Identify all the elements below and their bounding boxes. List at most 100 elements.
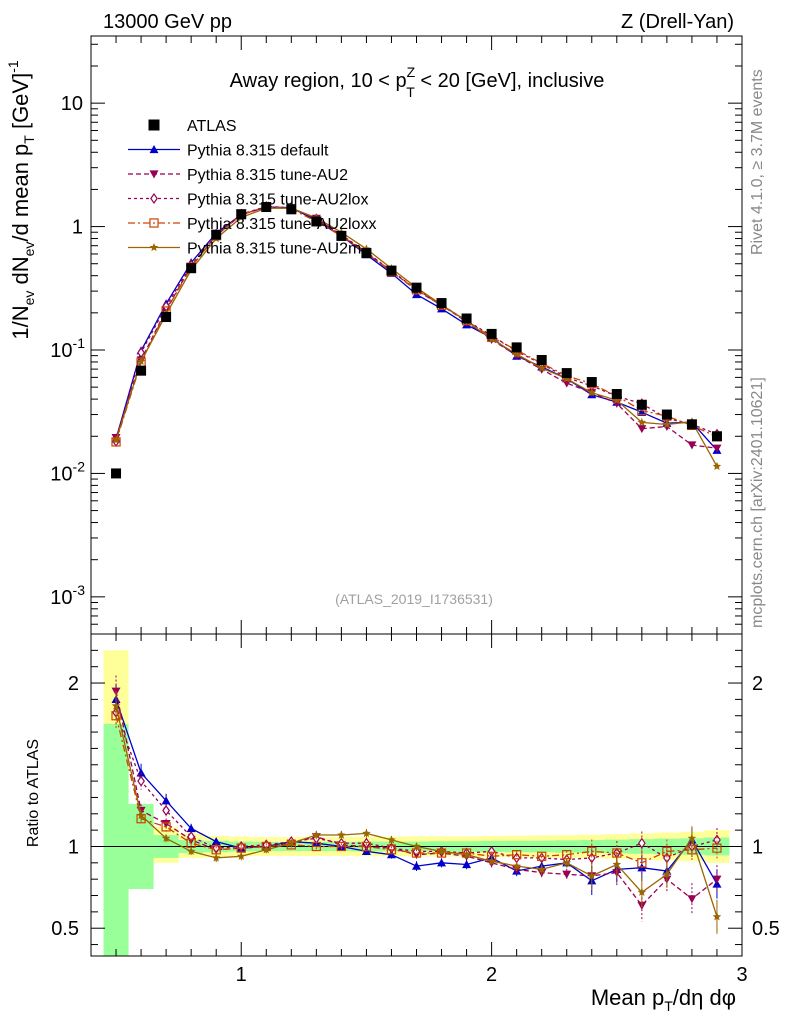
y-axis-label-main: 1/Nev dNev/d mean pT [GeV]-1 bbox=[5, 60, 37, 340]
data-point-atlas bbox=[361, 248, 372, 259]
ratio-point-pythia-8-315-tune-au2m bbox=[211, 853, 221, 862]
ratio-point-pythia-8-315-tune-au2m bbox=[312, 830, 321, 839]
title-post: < 20 [GeV], inclusive bbox=[415, 70, 605, 92]
rivet-label: Rivet 4.1.0, ≥ 3.7M events bbox=[749, 69, 766, 255]
point-pythia-8-315-tune-au2lox bbox=[137, 347, 145, 359]
ratio-point-pythia-8-315-tune-au2m bbox=[262, 845, 271, 854]
main-panel: 10-3 10-2 10-1 1 10 Away region, 10 < pZ T < … bbox=[5, 35, 743, 635]
legend: ATLAS Pythia 8.315 default Pythia 8.315 tu… bbox=[128, 118, 376, 258]
ratio-point-pythia-8-315-default bbox=[186, 824, 196, 833]
x-tick-label: 2 bbox=[486, 964, 497, 986]
ratio-point-pythia-8-315-tune-au2lox bbox=[412, 845, 421, 857]
data-point-atlas bbox=[461, 313, 472, 324]
main-plot-area bbox=[111, 200, 722, 479]
ratio-point-pythia-8-315-tune-au2loxx bbox=[662, 846, 672, 857]
title-sub: T bbox=[406, 84, 415, 100]
ratio-point-pythia-8-315-tune-au2m bbox=[136, 810, 146, 820]
ratio-point-pythia-8-315-tune-au2 bbox=[712, 875, 722, 884]
ratio-point-pythia-8-315-tune-au2m bbox=[712, 912, 722, 921]
ratio-point-pythia-8-315-tune-au2m bbox=[687, 833, 697, 842]
y-tick-label-ratio: 2 bbox=[68, 673, 79, 695]
data-point-atlas bbox=[686, 419, 697, 430]
legend-label: ATLAS bbox=[187, 118, 237, 135]
ratio-point-pythia-8-315-tune-au2loxx bbox=[712, 843, 722, 853]
ratio-point-pythia-8-315-tune-au2lox bbox=[637, 837, 646, 849]
data-point-atlas bbox=[211, 229, 222, 240]
ratio-point-pythia-8-315-tune-au2m bbox=[587, 871, 596, 880]
ratio-point-pythia-8-315-tune-au2loxx bbox=[336, 841, 347, 852]
ratio-point-pythia-8-315-tune-au2m bbox=[537, 864, 546, 873]
ratio-point-pythia-8-315-tune-au2loxx bbox=[311, 841, 321, 852]
legend-label: Pythia 8.315 tune-AU2 bbox=[187, 167, 348, 184]
ratio-point-pythia-8-315-tune-au2m bbox=[362, 828, 371, 838]
data-point-atlas bbox=[661, 409, 672, 420]
legend-label: Pythia 8.315 default bbox=[187, 143, 329, 160]
data-point-atlas bbox=[411, 282, 422, 293]
ratio-point-pythia-8-315-tune-au2m bbox=[287, 838, 296, 847]
ratio-point-pythia-8-315-tune-au2m bbox=[437, 846, 446, 855]
ratio-plot-area bbox=[91, 650, 742, 956]
ratio-point-pythia-8-315-tune-au2m bbox=[512, 861, 521, 870]
ratio-point-pythia-8-315-tune-au2loxx bbox=[386, 845, 397, 855]
ratio-line-pythia-8-315-tune-au2 bbox=[115, 691, 718, 907]
ratio-point-pythia-8-315-default bbox=[412, 861, 421, 870]
y-tick-label-main: 10-3 bbox=[50, 582, 85, 609]
ratio-point-pythia-8-315-tune-au2m bbox=[161, 833, 171, 842]
y-tick-label-ratio-right: 0.5 bbox=[752, 918, 780, 940]
ratio-point-pythia-8-315-tune-au2m bbox=[612, 860, 622, 869]
energy-label: 13000 GeV pp bbox=[103, 11, 232, 33]
ratio-point-pythia-8-315-tune-au2m bbox=[662, 869, 672, 878]
legend-marker bbox=[149, 218, 159, 228]
ratio-point-pythia-8-315-tune-au2m bbox=[111, 701, 121, 710]
x-tick-label: 3 bbox=[736, 964, 747, 986]
data-point-atlas bbox=[136, 365, 147, 376]
y-axis-label-ratio: Ratio to ATLAS bbox=[25, 739, 42, 847]
data-point-atlas bbox=[261, 202, 272, 213]
y-tick-label-main: 10-2 bbox=[50, 458, 85, 485]
ratio-line-pythia-8-315-tune-au2m bbox=[115, 705, 718, 917]
ratio-point-pythia-8-315-tune-au2lox bbox=[162, 804, 170, 817]
legend-marker bbox=[148, 119, 160, 131]
data-point-atlas bbox=[611, 389, 622, 400]
ratio-point-pythia-8-315-default bbox=[462, 859, 472, 869]
data-point-atlas bbox=[711, 431, 722, 442]
point-pythia-8-315-tune-au2m bbox=[612, 395, 622, 404]
x-tick-label: 1 bbox=[236, 964, 247, 986]
point-pythia-8-315-tune-au2m bbox=[537, 363, 546, 372]
data-point-atlas bbox=[111, 468, 122, 479]
process-label: Z (Drell-Yan) bbox=[621, 11, 734, 33]
data-point-atlas bbox=[486, 328, 497, 339]
legend-marker bbox=[149, 243, 159, 252]
ratio-point-pythia-8-315-default bbox=[161, 796, 171, 805]
ratio-point-pythia-8-315-tune-au2m bbox=[562, 858, 571, 867]
point-pythia-8-315-tune-au2m bbox=[662, 420, 672, 429]
y-tick-label-ratio-right: 1 bbox=[752, 836, 763, 858]
point-pythia-8-315-tune-au2m bbox=[136, 356, 146, 365]
y-tick-label-main: 1 bbox=[72, 217, 83, 239]
data-point-atlas bbox=[586, 377, 597, 388]
ratio-point-pythia-8-315-tune-au2loxx bbox=[161, 822, 171, 832]
ratio-point-pythia-8-315-tune-au2loxx bbox=[512, 850, 522, 860]
y-tick-label-main: 10-1 bbox=[50, 335, 85, 362]
ratio-point-pythia-8-315-tune-au2 bbox=[562, 870, 572, 879]
data-point-atlas bbox=[386, 265, 397, 276]
ratio-point-pythia-8-315-tune-au2m bbox=[637, 887, 647, 896]
ratio-point-pythia-8-315-tune-au2m bbox=[412, 842, 421, 851]
point-pythia-8-315-tune-au2 bbox=[637, 425, 647, 434]
ratio-point-pythia-8-315-tune-au2loxx bbox=[537, 851, 547, 861]
point-pythia-8-315-tune-au2m bbox=[111, 435, 121, 444]
legend-marker bbox=[149, 145, 159, 154]
ratio-frame bbox=[90, 633, 743, 957]
ratio-panel: 1 2 3 0.5 0.5 1 1 2 2 Ratio to ATLAS bbox=[25, 633, 780, 986]
green-band-bin bbox=[103, 723, 129, 956]
point-pythia-8-315-tune-au2m bbox=[512, 349, 521, 358]
legend-marker bbox=[149, 170, 159, 179]
data-point-atlas bbox=[236, 209, 247, 220]
chart-title: Away region, 10 < pZ T < 20 [GeV], inclus… bbox=[230, 64, 605, 100]
ratio-point-pythia-8-315-tune-au2m bbox=[462, 850, 471, 859]
analysis-watermark: (ATLAS_2019_I1736531) bbox=[335, 591, 493, 607]
ratio-point-pythia-8-315-tune-au2loxx bbox=[637, 858, 647, 868]
y-tick-label-ratio: 0.5 bbox=[51, 918, 79, 940]
legend-label: Pythia 8.315 tune-AU2lox bbox=[187, 192, 368, 209]
point-pythia-8-315-tune-au2m bbox=[637, 417, 647, 426]
